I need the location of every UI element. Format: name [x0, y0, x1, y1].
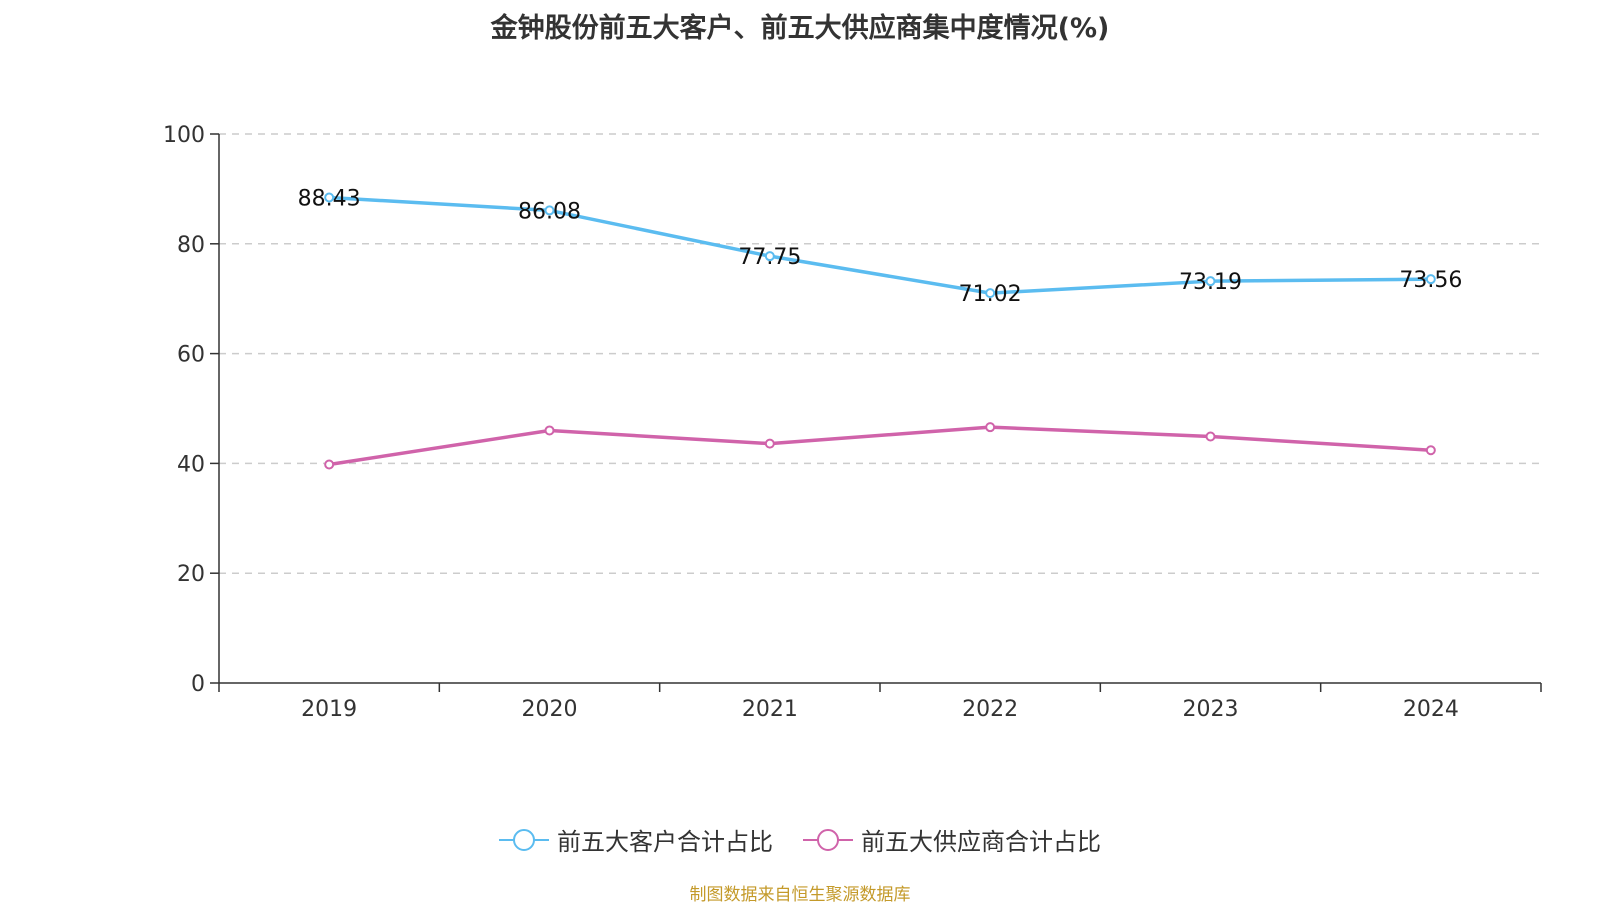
data-point: [544, 205, 555, 216]
grid-lines: [219, 133, 1541, 574]
data-point: [544, 425, 555, 436]
x-tick-label: 2023: [1183, 697, 1239, 722]
chart-title: 金钟股份前五大客户、前五大供应商集中度情况(%): [490, 13, 1110, 44]
data-point: [1425, 445, 1436, 456]
data-label: 77.75: [738, 245, 801, 270]
series-line-1: [328, 425, 1431, 467]
data-label: 88.43: [298, 187, 361, 212]
legend-marker-customers: [499, 828, 549, 851]
legend-item-suppliers[interactable]: 前五大供应商合计占比: [803, 822, 1101, 857]
data-point: [1205, 431, 1216, 442]
y-tick-label: 60: [177, 343, 205, 368]
x-tick-label: 2019: [301, 697, 357, 722]
data-label: 73.19: [1179, 270, 1242, 295]
legend-item-customers[interactable]: 前五大客户合计占比: [499, 822, 773, 857]
y-tick-label: 100: [163, 123, 205, 148]
x-tick-label: 2022: [962, 697, 1018, 722]
data-label: 86.08: [518, 199, 581, 224]
y-tick-label: 20: [177, 562, 205, 587]
data-point: [985, 422, 996, 433]
data-point: [324, 192, 335, 203]
data-point: [764, 251, 775, 262]
legend-label-suppliers: 前五大供应商合计占比: [861, 828, 1101, 856]
x-tick-label: 2021: [742, 697, 798, 722]
data-label: 71.02: [959, 282, 1022, 307]
y-tick-label: 80: [177, 233, 205, 258]
legend-label-customers: 前五大客户合计占比: [557, 828, 773, 856]
axes: 0 20 40 60 80 100 2019 2020 2021 2022 2023 2024: [163, 123, 1542, 722]
data-point: [1205, 276, 1216, 287]
legend: 前五大客户合计占比 前五大供应商合计占比: [0, 822, 1600, 857]
series-line-0: [329, 195, 1431, 295]
data-label: 73.56: [1399, 268, 1462, 293]
x-tick-label: 2020: [522, 697, 578, 722]
line-chart: 0 20 40 60 80 100 2019 2020 2021 2022 2023 2024 88.…: [163, 123, 1542, 722]
data-labels: 88.43 86.08 77.75 71.02 73.19 73.56: [298, 187, 1463, 308]
data-point: [764, 438, 775, 449]
data-point: [1425, 274, 1436, 285]
y-tick-label: 40: [177, 452, 205, 477]
data-point: [985, 288, 996, 299]
data-point: [324, 459, 335, 470]
series: [324, 192, 1436, 470]
y-tick-label: 0: [191, 672, 205, 697]
source-note: 制图数据来自恒生聚源数据库: [689, 885, 911, 905]
legend-marker-suppliers: [803, 828, 853, 851]
x-tick-label: 2024: [1403, 697, 1459, 722]
